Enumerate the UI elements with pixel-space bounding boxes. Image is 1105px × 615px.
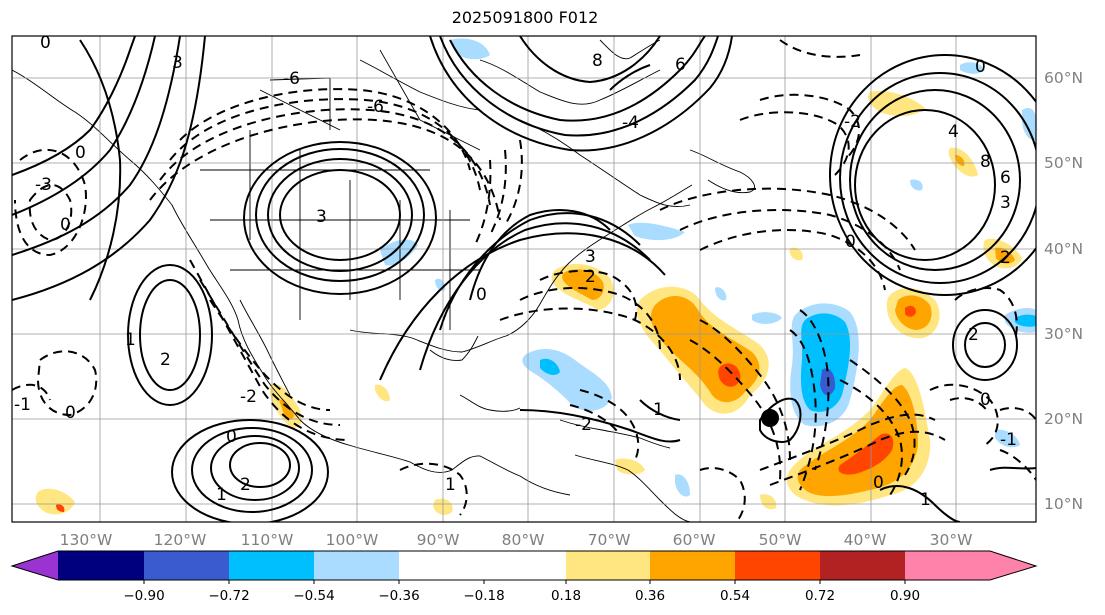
lat-label: 50°N [1044,154,1083,172]
contour-label: 3 [172,53,183,73]
colorbar-segment [58,551,144,580]
contour-label: -2 [240,387,257,407]
lon-label: 130°W [60,531,113,549]
colorbar-segment [566,551,650,580]
contour-label: -1 [1000,430,1017,450]
contour-label: 2 [968,325,979,345]
colorbar-segment [399,551,566,580]
map-title: 2025091800 F012 [451,8,599,27]
contour-label-group: 0 3 -6 -6 3 -3 0 0 2 1 -2 0 2 1 0 -1 0 2… [14,33,1017,510]
contour-label: 8 [980,152,991,172]
longitude-labels: 130°W 120°W 110°W 100°W 90°W 80°W 70°W 6… [60,531,973,549]
colorbar-tick: 0.36 [635,588,665,604]
contour-label: -6 [367,97,384,117]
contour-label: 2 [1000,248,1011,268]
lat-label: 30°N [1044,325,1083,343]
contour-label: -4 [622,113,639,133]
contour-label: 4 [948,122,959,142]
dashed-contours [12,39,1036,521]
lon-label: 70°W [588,531,631,549]
storm-center-marker [761,409,779,427]
contour-label: -2 [844,112,861,132]
colorbar-tick: −0.72 [208,588,249,604]
colorbar-segment [820,551,905,580]
colorbar-tick: −0.90 [123,588,164,604]
contour-label: 0 [40,33,51,53]
colorbar-segment [314,551,399,580]
colorbar-tick: 0.18 [551,588,581,604]
contour-label: 0 [65,403,76,423]
contour-label: 3 [316,207,327,227]
contour-label: 2 [160,350,171,370]
lon-label: 80°W [502,531,545,549]
contour-label: 0 [873,473,884,493]
contour-label: 1 [216,485,227,505]
colorbar-tick: −0.54 [293,588,334,604]
contour-label: 0 [476,285,487,305]
contour-label: 8 [592,51,603,71]
contour-label: -2 [575,415,592,435]
contour-label: 6 [675,55,686,75]
colorbar-segment [905,551,1036,580]
shading-layer [35,38,1036,515]
lon-label: 110°W [241,531,294,549]
contour-label: 2 [240,475,251,495]
colorbar-segment [229,551,314,580]
lon-label: 50°W [759,531,802,549]
colorbar-segment [12,551,58,580]
contour-label: 0 [845,232,856,252]
lon-label: 60°W [673,531,716,549]
contour-label: 6 [1000,168,1011,188]
contour-label: 1 [125,330,136,350]
colorbar-tick: −0.18 [463,588,504,604]
contour-label: -1 [14,395,31,415]
lon-label: 90°W [417,531,460,549]
colorbar: −0.90 −0.72 −0.54 −0.36 −0.18 0.18 0.36 … [10,550,1038,604]
lat-label: 10°N [1044,495,1083,513]
contour-label: -3 [35,175,52,195]
colorbar-tick: 0.72 [805,588,835,604]
lat-label: 20°N [1044,410,1083,428]
solid-contours [12,36,1036,522]
colorbar-tick: 0.90 [890,588,920,604]
colorbar-segment [144,551,229,580]
lon-label: 120°W [154,531,207,549]
colorbar-tick: 0.54 [720,588,750,604]
contour-label: 0 [980,390,991,410]
contour-label: -6 [283,69,300,89]
map-area: 0 3 -6 -6 3 -3 0 0 2 1 -2 0 2 1 0 -1 0 2… [12,33,1036,522]
lat-label: 60°N [1044,69,1083,87]
colorbar-segment [735,551,820,580]
contour-label: 3 [585,247,596,267]
lon-label: 100°W [326,531,379,549]
contour-label: 0 [75,143,86,163]
latitude-labels: 60°N 50°N 40°N 30°N 20°N 10°N [1044,69,1083,513]
colorbar-tick: −0.36 [378,588,419,604]
contour-label: 3 [1000,193,1011,213]
contour-label: 0 [226,427,237,447]
lon-label: 30°W [930,531,973,549]
contour-label: 1 [445,475,456,495]
contour-label: 0 [60,215,71,235]
lat-label: 40°N [1044,240,1083,258]
contour-label: 2 [585,267,596,287]
lon-label: 40°W [844,531,887,549]
map-frame [11,35,1037,523]
colorbar-segment [650,551,735,580]
contour-label: 1 [920,490,931,510]
contour-label: 1 [653,400,664,420]
contour-label: 0 [975,57,986,77]
